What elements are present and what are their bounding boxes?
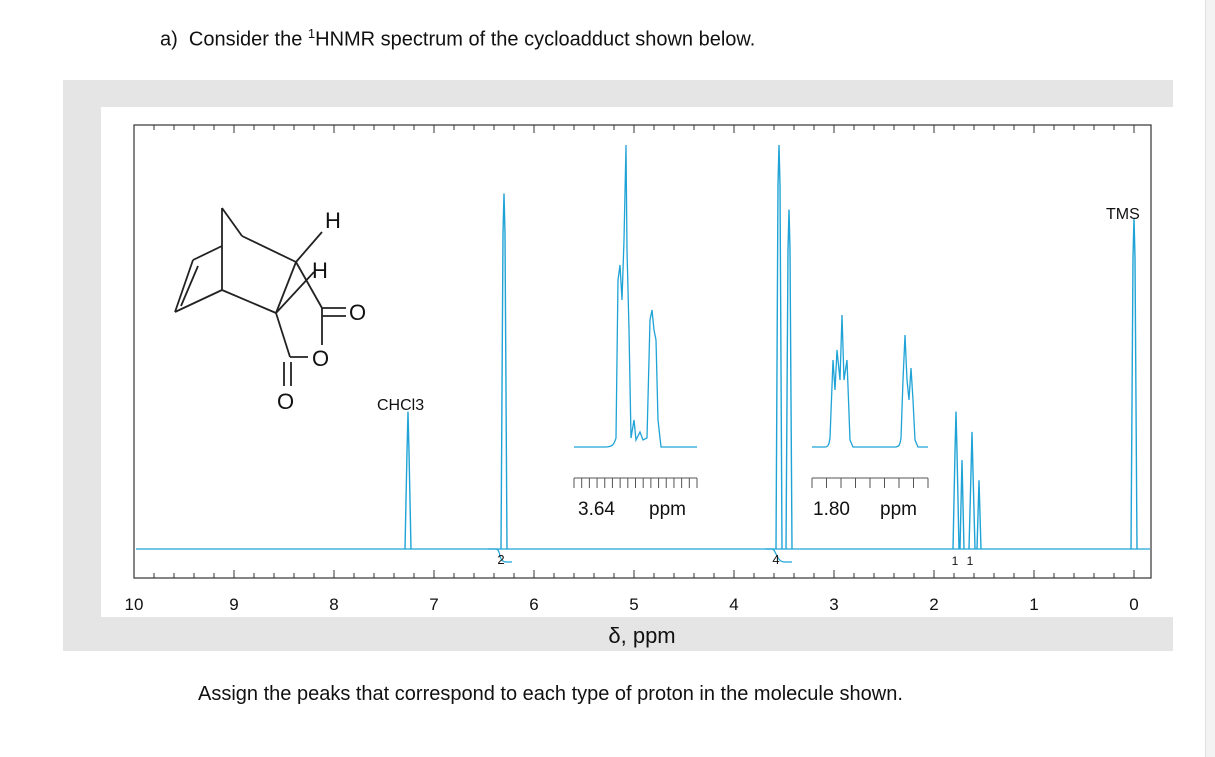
solvent-label: CHCl3 (377, 397, 424, 414)
x-axis-label: δ, ppm (608, 623, 675, 648)
x-tick-label: 0 (1129, 595, 1138, 614)
bond (221, 207, 243, 237)
axis-ticks (133, 125, 1135, 578)
bond (221, 289, 277, 314)
bond (295, 261, 323, 309)
plot-frame (133, 124, 1152, 579)
inset-2-unit: ppm (880, 499, 917, 520)
bond-h (295, 231, 323, 263)
instructions-text: Assign the peaks that correspond to each… (198, 683, 903, 705)
plot-background (101, 107, 1173, 617)
integration-label-4: 4 (772, 552, 779, 567)
inset-1-value: 3.64 (578, 499, 615, 520)
vertical-scrollbar[interactable] (1205, 0, 1215, 757)
question-body: Consider the (188, 28, 308, 51)
inset-1: 3.64 ppm (573, 144, 698, 520)
inset-1-trace (574, 144, 697, 448)
solvent-label-text: CHCl3 (377, 397, 424, 414)
spectrum-peak (404, 411, 412, 550)
molecule-label-o-carbonyl: O (349, 300, 366, 325)
question-superscript: 1 (307, 26, 316, 41)
integration-label-1b: 1 (967, 554, 974, 568)
spectrum-peak-minor (976, 480, 982, 550)
bond-h (275, 271, 315, 314)
x-tick-label: 3 (829, 595, 838, 614)
spectrum-peak (952, 411, 960, 550)
spectrum-peak (775, 144, 783, 550)
bond (275, 261, 297, 314)
integration-label-2: 2 (497, 552, 504, 567)
spectrum-peak (1130, 217, 1138, 550)
x-tick-label: 4 (729, 595, 738, 614)
reference-label: TMS (1106, 206, 1140, 223)
x-tick-label: 7 (429, 595, 438, 614)
spectrum-peaks (404, 144, 1138, 550)
spectrum-peak-minor (959, 460, 965, 550)
inset-2-value: 1.80 (813, 499, 850, 520)
spectrum-peak (500, 193, 508, 550)
bond (174, 289, 223, 313)
question-prefix: a) (160, 28, 178, 51)
x-tick-label: 1 (1029, 595, 1038, 614)
molecule-structure (174, 207, 346, 386)
molecule-label-h1: H (325, 208, 341, 233)
inset-1-unit: ppm (649, 499, 686, 520)
question-body-end: HNMR spectrum of the cycloadduct shown b… (315, 28, 756, 51)
integration-curve-4 (765, 548, 792, 563)
integration-curve-2 (488, 548, 512, 563)
axis-tick-labels: 10 9 8 7 6 5 4 3 2 1 0 (125, 595, 1139, 614)
molecule-label-o-carbonyl-2: O (277, 389, 294, 414)
spectrum-peak (968, 431, 976, 550)
bond (192, 245, 223, 261)
x-tick-label: 10 (125, 595, 144, 614)
inset-2-ticks (811, 478, 929, 488)
x-tick-label: 5 (629, 595, 638, 614)
x-tick-label: 8 (329, 595, 338, 614)
bond (174, 259, 194, 313)
inset-1-ticks (573, 478, 698, 488)
bond (241, 235, 297, 263)
molecule-label-o-ring: O (312, 346, 329, 371)
x-tick-label: 6 (529, 595, 538, 614)
x-tick-label: 2 (929, 595, 938, 614)
inset-2: 1.80 ppm (811, 314, 929, 520)
spectrum-peak (785, 209, 793, 550)
x-tick-label: 9 (229, 595, 238, 614)
question-text: a) Consider the 1HNMR spectrum of the cy… (160, 26, 755, 52)
inset-2-trace (812, 314, 928, 448)
bond-double (180, 265, 199, 307)
bond (275, 312, 291, 358)
molecule-label-h2: H (312, 258, 328, 283)
integration-label-1a: 1 (952, 554, 959, 568)
